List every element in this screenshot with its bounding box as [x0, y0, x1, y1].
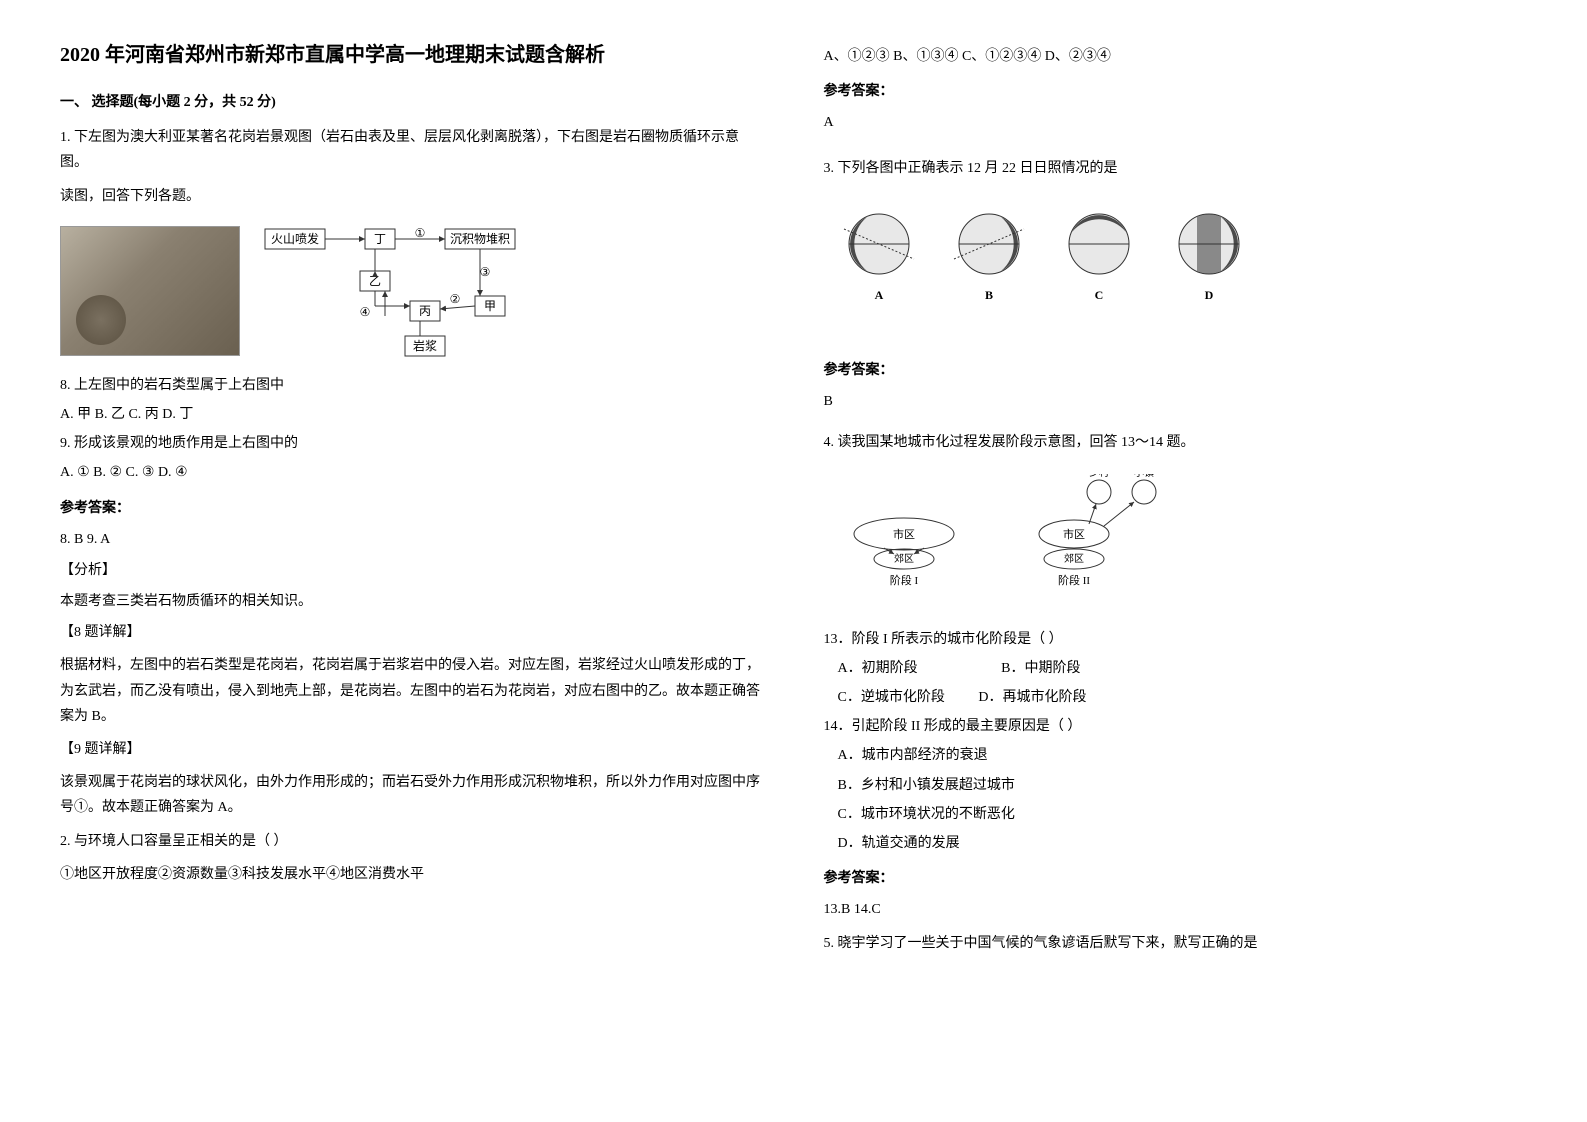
q1-read: 读图，回答下列各题。	[60, 184, 764, 209]
q1-intro: 1. 下左图为澳大利亚某著名花岗岩景观图（岩石由表及里、层层风化剥离脱落），下右…	[60, 125, 764, 175]
circle-1: ①	[415, 226, 426, 240]
q4-sub14-a: A．城市内部经济的衰退	[838, 743, 1528, 768]
q2-factors: ①地区开放程度②资源数量③科技发展水平④地区消费水平	[60, 862, 764, 887]
q3-text: 3. 下列各图中正确表示 12 月 22 日日照情况的是	[824, 156, 1528, 181]
volcano-label: 火山喷发	[271, 231, 319, 246]
q4-text: 4. 读我国某地城市化过程发展阶段示意图，回答 13～14 题。	[824, 430, 1528, 455]
circle-4: ④	[360, 305, 371, 319]
q3-answer: B	[824, 389, 1528, 414]
left-column: 2020 年河南省郑州市新郑市直属中学高一地理期末试题含解析 一、 选择题(每小…	[60, 40, 764, 964]
q2-text: 2. 与环境人口容量呈正相关的是（ ）	[60, 829, 764, 854]
stage1-label: 阶段 I	[889, 573, 918, 587]
q5-text: 5. 晓宇学习了一些关于中国气候的气象谚语后默写下来，默写正确的是	[824, 931, 1528, 956]
q1-sub8: 8. 上左图中的岩石类型属于上右图中	[60, 373, 764, 398]
sediment-label: 沉积物堆积	[450, 232, 510, 246]
circle-3: ③	[480, 265, 491, 279]
q1-sub9: 9. 形成该景观的地质作用是上右图中的	[60, 431, 764, 456]
q4-sub14: 14．引起阶段 II 形成的最主要原因是（ ）	[824, 714, 1528, 739]
q4-sub14-b: B．乡村和小镇发展超过城市	[838, 773, 1528, 798]
q2-answer: A	[824, 110, 1528, 135]
circle-2: ②	[450, 292, 461, 306]
town-label: 小镇	[1134, 474, 1154, 479]
q4-sub13-row2: C．逆城市化阶段 D．再城市化阶段	[838, 685, 1528, 710]
q1-analysis-text: 本题考查三类岩石物质循环的相关知识。	[60, 589, 764, 614]
earth-b-label: B	[984, 288, 992, 302]
q1-detail9: 该景观属于花岗岩的球状风化，由外力作用形成的；而岩石受外力作用形成沉积物堆积，所…	[60, 770, 764, 820]
rock-cycle-diagram: 火山喷发 丁 沉积物堆积 ① 乙 ③ 甲 丙 ② ④ 岩浆	[260, 221, 520, 361]
q4-sub14-c: C．城市环境状况的不断恶化	[838, 802, 1528, 827]
earth-d-label: D	[1204, 288, 1213, 302]
q1-detail9-h: 【9 题详解】	[60, 737, 764, 762]
urbanization-diagram: 市区 郊区 阶段 I 市区 郊区 乡村 小镇 阶段 II	[824, 474, 1184, 604]
q4-sub14-d: D．轨道交通的发展	[838, 831, 1528, 856]
q4-sub13: 13．阶段 I 所表示的城市化阶段是（ ）	[824, 627, 1528, 652]
q3-answer-header: 参考答案：	[824, 358, 1528, 383]
q1-figures: 火山喷发 丁 沉积物堆积 ① 乙 ③ 甲 丙 ② ④ 岩浆	[60, 221, 764, 361]
q4-answer-header: 参考答案：	[824, 866, 1528, 891]
suburb-label-2: 郊区	[1064, 552, 1084, 565]
village-label: 乡村	[1089, 474, 1109, 479]
q1-sub8-opts: A. 甲 B. 乙 C. 丙 D. 丁	[60, 402, 764, 427]
document-title: 2020 年河南省郑州市新郑市直属中学高一地理期末试题含解析	[60, 40, 764, 70]
jia-label: 甲	[484, 299, 496, 313]
q4-sub13-b: B．中期阶段	[1001, 661, 1080, 676]
right-column: A、①②③ B、①③④ C、①②③④ D、②③④ 参考答案： A 3. 下列各图…	[824, 40, 1528, 964]
suburb-label-1: 郊区	[894, 552, 914, 565]
q1-analysis-h: 【分析】	[60, 558, 764, 583]
q1-detail8: 根据材料，左图中的岩石类型是花岗岩，花岗岩属于岩浆岩中的侵入岩。对应左图，岩浆经…	[60, 653, 764, 729]
stage2-label: 阶段 II	[1057, 573, 1089, 587]
q2-opts: A、①②③ B、①③④ C、①②③④ D、②③④	[824, 44, 1528, 69]
earth-a-label: A	[874, 288, 883, 302]
q4-sub13-a: A．初期阶段	[838, 661, 918, 676]
city-label-2: 市区	[1063, 527, 1085, 541]
rock-photo	[60, 226, 240, 356]
ding-label: 丁	[374, 232, 386, 246]
section-1-header: 一、 选择题(每小题 2 分，共 52 分)	[60, 90, 764, 115]
bing-label: 丙	[419, 304, 431, 318]
yi-label: 乙	[369, 274, 381, 288]
q1-detail8-h: 【8 题详解】	[60, 620, 764, 645]
q2-answer-header: 参考答案：	[824, 79, 1528, 104]
q4-answer: 13.B 14.C	[824, 897, 1528, 922]
sunlight-diagram: A B C D	[824, 204, 1264, 304]
q4-sub13-row1: A．初期阶段 B．中期阶段	[838, 656, 1528, 681]
q1-sub9-opts: A. ① B. ② C. ③ D. ④	[60, 460, 764, 485]
city-label-1: 市区	[893, 527, 915, 541]
earth-c-label: C	[1094, 288, 1103, 302]
q1-answer-header: 参考答案：	[60, 496, 764, 521]
q4-sub13-d: D．再城市化阶段	[978, 690, 1086, 705]
q1-answers: 8. B 9. A	[60, 527, 764, 552]
magma-label: 岩浆	[413, 338, 437, 353]
q4-sub13-c: C．逆城市化阶段	[838, 690, 945, 705]
